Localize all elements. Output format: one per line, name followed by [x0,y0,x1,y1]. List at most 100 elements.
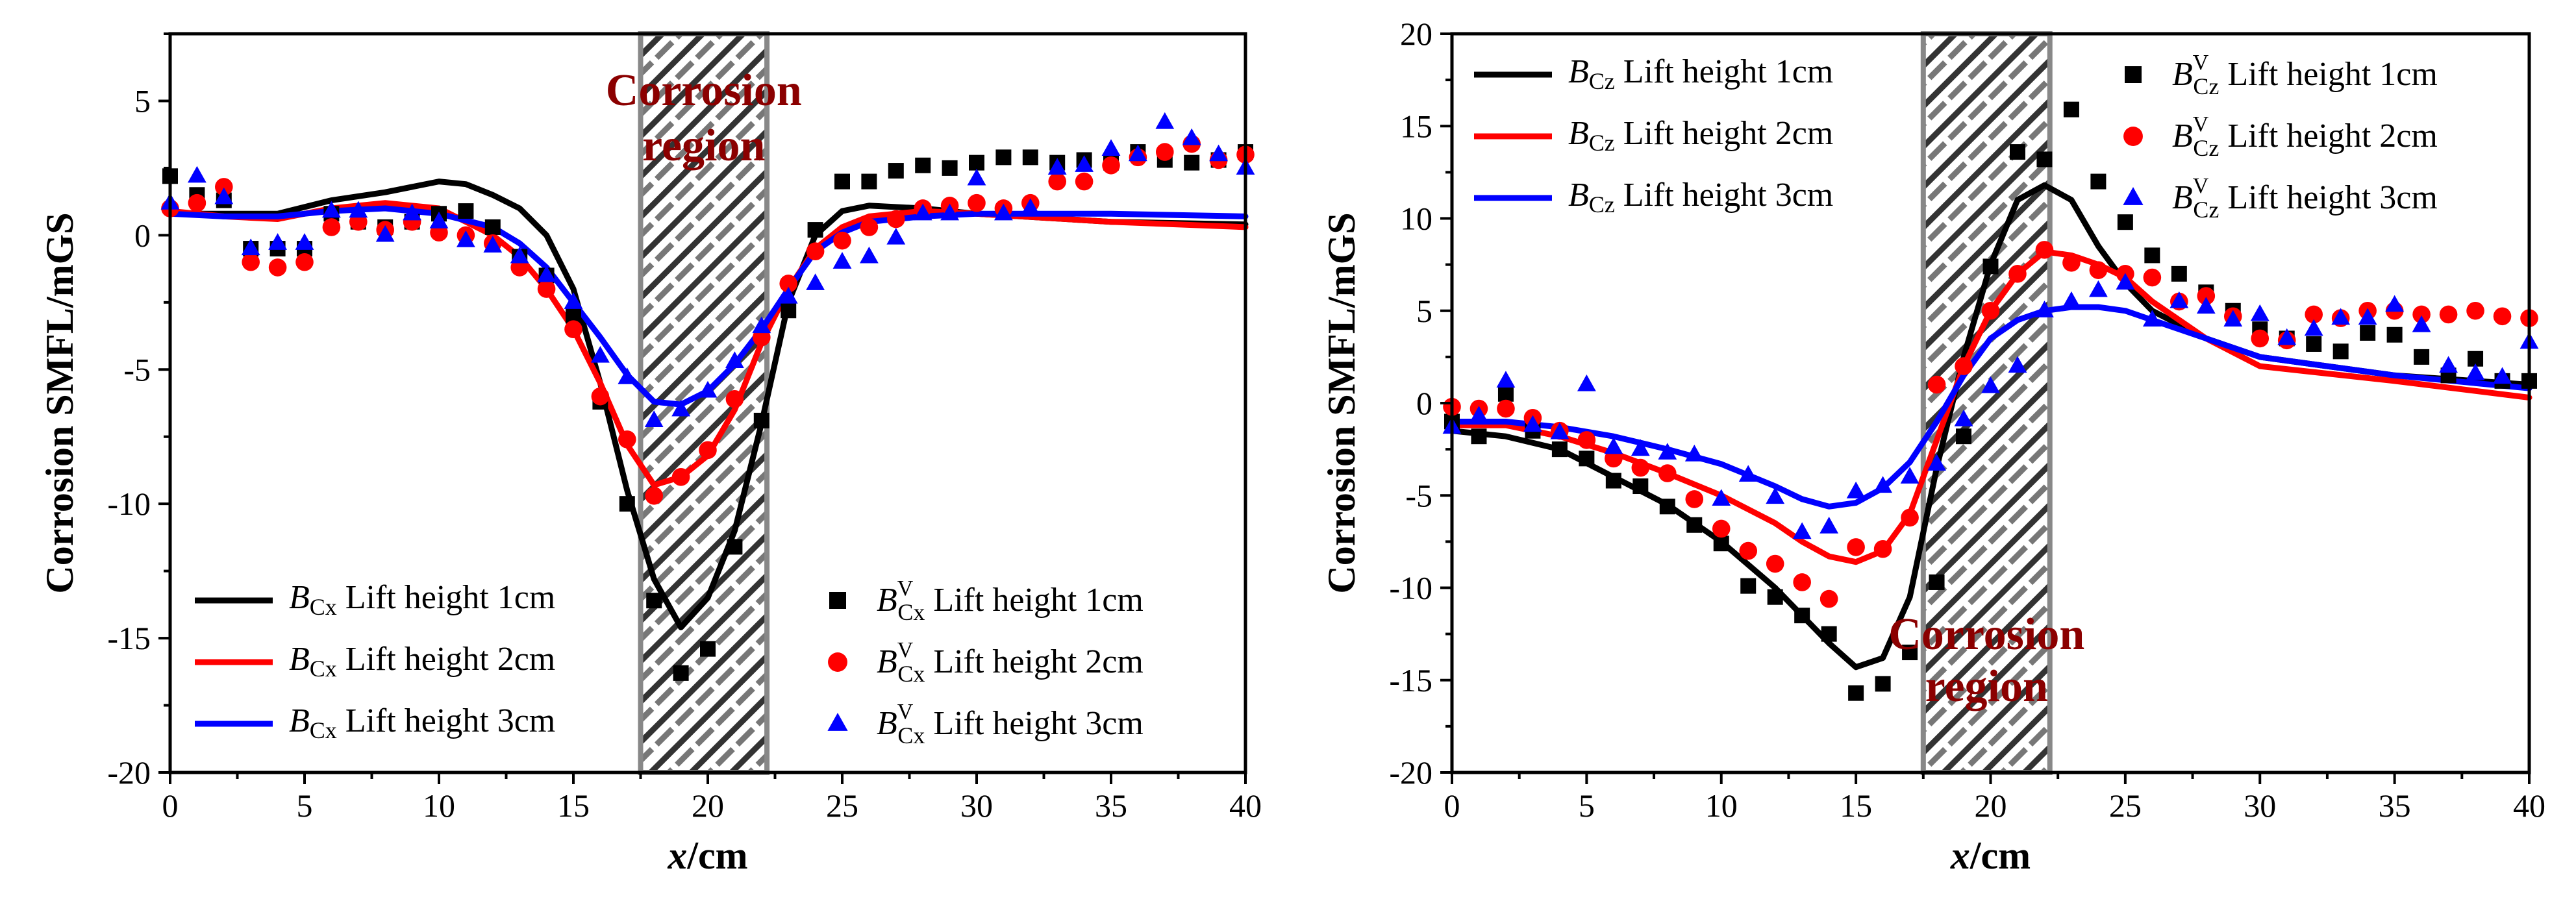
scatter-point [2386,327,2403,343]
scatter-point [2090,173,2107,190]
scatter-point [1846,481,1866,499]
scatter-point [2358,308,2377,325]
scatter-point [1631,439,1650,456]
scatter-point [833,231,851,250]
y-tick-label: -5 [1405,477,1432,513]
scatter-point [942,160,958,176]
scatter-point [268,233,287,250]
legend-marker-swatch [827,713,848,731]
scatter-point [834,173,850,190]
scatter-point [2493,367,2512,384]
scatter-point [1738,465,1758,482]
scatter-point [268,258,287,277]
scatter-point [2412,305,2431,324]
scatter-point [995,149,1012,166]
x-tick-label: 30 [960,787,993,824]
scatter-point [1713,536,1729,552]
x-tick-label: 15 [1840,787,1872,824]
x-tick-label: 5 [297,787,313,824]
scatter-point [2493,307,2512,326]
scatter-point [646,593,662,609]
x-tick-label: 40 [1229,787,1262,824]
scatter-point [484,219,501,235]
scatter-point [2009,144,2025,160]
scatter-point [403,203,421,221]
legend-label: BV Cz Lift height 3cm [2172,174,2438,223]
scatter-point [2142,310,2162,327]
scatter-point [1047,158,1067,175]
x-tick-label: 30 [2244,787,2276,824]
scatter-point [753,412,769,428]
scatter-point [994,203,1013,221]
scatter-point [2143,268,2162,287]
legend-label: BCz Lift height 3cm [1568,177,1833,217]
scatter-point [2412,315,2431,332]
scatter-point [2035,301,2054,317]
scatter-point [2144,247,2160,264]
scatter-point [1551,441,1568,458]
scatter-point [644,410,664,427]
x-tick-label: 10 [1705,787,1738,824]
scatter-point [2062,291,2081,308]
scatter-point [2197,287,2216,305]
scatter-point [295,253,314,271]
scatter-point [725,351,744,368]
scatter-point [510,246,529,264]
y-tick-label: 0 [134,217,151,253]
scatter-point [2331,308,2351,325]
scatter-point [886,227,906,245]
scatter-point [458,203,474,219]
scatter-point [2008,265,2027,283]
legend-marker-swatch [828,652,847,672]
scatter-point [618,430,636,449]
scatter-point [700,641,716,657]
scatter-point [1102,156,1120,175]
scatter-point [1956,428,1972,445]
scatter-point [2306,336,2322,352]
y-tick-label: 5 [134,82,151,119]
scatter-point [1955,357,1973,375]
scatter-point [1523,415,1542,432]
y-tick-label: 20 [1400,16,1432,52]
scatter-point [1684,445,1704,462]
y-tick-label: -20 [107,754,151,791]
scatter-point [1156,143,1174,161]
scatter-point [645,486,663,505]
scatter-series-2 [161,134,1255,505]
scatter-point [779,286,798,304]
scatter-point [699,441,717,460]
scatter-point [2439,356,2458,373]
scatter-point [375,225,395,242]
scatter-point [295,233,314,250]
region-label-line1: Corrosion [606,66,802,116]
scatter-point [2170,291,2189,308]
scatter-point [1901,508,1919,527]
scatter-point [1794,608,1810,624]
scatter-point [671,399,690,417]
scatter-point [537,265,556,282]
scatter-point [2332,343,2349,360]
scatter-point [1605,449,1623,468]
scatter-point [2305,305,2323,324]
scatter-point [2171,265,2187,282]
y-axis-title: Corrosion SMFL/mGS [1320,212,1363,593]
scatter-point [806,273,825,290]
scatter-point [1793,573,1811,591]
scatter-point [1075,172,1094,191]
x-tick-label: 0 [162,787,179,824]
scatter-point [2196,297,2216,314]
scatter-point [1550,422,1569,439]
scatter-point [564,320,582,338]
x-tick-label: 20 [1975,787,2007,824]
legend-scatter: BV Cz Lift height 1cm BV Cz Lift height 2cm… [2123,51,2438,223]
scatter-point [618,367,637,384]
scatter-point [2036,151,2053,167]
scatter-point [860,246,879,264]
scatter-point [215,178,233,196]
legend-marker-swatch [829,592,846,609]
scatter-point [2062,253,2081,272]
x-axis-title: x/cm [1950,834,2031,877]
scatter-point [1875,676,1891,692]
region-label-line2: region [642,121,765,171]
scatter-point [564,292,583,309]
